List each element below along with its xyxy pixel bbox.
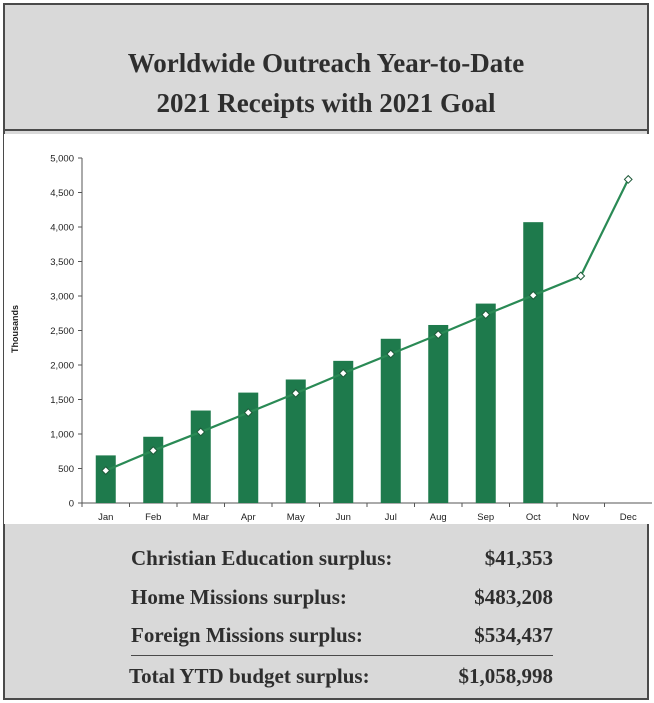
y-tick-label: 1,500	[50, 395, 74, 406]
bar-aug	[428, 324, 449, 503]
y-axis-ticks: 0 500 1,000 1,500 2,000 2,500 3,000 3,500 4,000 4…	[50, 154, 82, 510]
goal-marker-jun	[338, 368, 348, 378]
y-tick-label: 4,500	[50, 188, 74, 199]
x-axis-ticks: Jan Feb Mar Apr May Jun Jul Aug Sep Oct Nov Dec	[81, 503, 637, 523]
chart-axes	[81, 158, 652, 504]
goal-marker-dec	[623, 174, 633, 184]
y-tick-label: 5,000	[50, 154, 74, 165]
x-tick-label: Sep	[477, 512, 494, 523]
chart-title: Worldwide Outreach Year-to-Date 2021 Rec…	[5, 43, 647, 123]
y-tick-label: 2,500	[50, 326, 74, 337]
summary-label: Christian Education surplus:	[131, 546, 393, 570]
goal-marker-feb	[148, 446, 158, 456]
y-tick-label: 0	[69, 499, 74, 510]
bar-mar	[190, 410, 211, 503]
x-tick-label: Jun	[336, 512, 351, 523]
summary-row-total: Total YTD budget surplus: $1,058,998	[129, 661, 553, 691]
summary-row-home-missions: Home Missions surplus: $483,208	[131, 582, 553, 612]
summary-value: $41,353	[484, 546, 553, 570]
goal-marker-may	[291, 388, 301, 398]
bar-oct	[523, 222, 544, 504]
goal-marker-apr	[243, 408, 253, 418]
summary-label: Home Missions surplus:	[131, 585, 347, 609]
total-value: $1,058,998	[458, 664, 554, 688]
bar-jun	[333, 360, 354, 503]
bar-jan	[95, 455, 116, 503]
y-tick-label: 2,000	[50, 361, 74, 372]
summary-divider	[131, 655, 553, 656]
y-tick-label: 500	[58, 464, 74, 475]
goal-marker-nov	[576, 271, 586, 281]
x-tick-label: Jan	[98, 512, 113, 523]
y-tick-label: 3,500	[50, 257, 74, 268]
bar-may	[285, 379, 306, 503]
bar-jul	[380, 338, 401, 503]
goal-marker-oct	[528, 290, 538, 300]
summary-label: Foreign Missions surplus:	[131, 623, 363, 647]
goal-line-series	[101, 174, 633, 476]
x-tick-label: Aug	[430, 512, 447, 523]
y-tick-label: 1,000	[50, 430, 74, 441]
x-tick-label: May	[287, 512, 305, 523]
title-line-1: Worldwide Outreach Year-to-Date	[127, 48, 525, 78]
summary-row-christian-education: Christian Education surplus: $41,353	[131, 543, 553, 573]
summary-value: $534,437	[474, 623, 553, 647]
x-tick-label: Feb	[145, 512, 161, 523]
chart-plot-area: Thousands 0 500 1,000 1,500 2,000 2,500 3,000 3…	[4, 134, 652, 524]
goal-line	[105, 178, 630, 472]
x-tick-label: Nov	[572, 512, 589, 523]
goal-marker-aug	[433, 330, 443, 340]
x-tick-label: Jul	[385, 512, 397, 523]
y-tick-label: 3,000	[50, 292, 74, 303]
receipts-chart: Thousands 0 500 1,000 1,500 2,000 2,500 3,000 3…	[10, 154, 652, 523]
title-divider	[5, 129, 647, 131]
x-tick-label: Oct	[526, 512, 541, 523]
goal-marker-jul	[386, 349, 396, 359]
bar-sep	[475, 303, 496, 503]
x-tick-label: Apr	[241, 512, 256, 523]
y-axis-label: Thousands	[10, 305, 20, 353]
goal-marker-mar	[196, 427, 206, 437]
summary-value: $483,208	[474, 585, 553, 609]
goal-marker-jan	[101, 466, 111, 476]
bar-apr	[238, 392, 259, 503]
x-tick-label: Mar	[193, 512, 209, 523]
y-tick-label: 4,000	[50, 223, 74, 234]
summary-row-foreign-missions: Foreign Missions surplus: $534,437	[131, 620, 553, 650]
bar-series	[95, 222, 544, 504]
goal-marker-sep	[481, 310, 491, 320]
x-tick-label: Dec	[620, 512, 637, 523]
title-line-2: 2021 Receipts with 2021 Goal	[156, 88, 496, 118]
total-label: Total YTD budget surplus:	[129, 664, 370, 688]
